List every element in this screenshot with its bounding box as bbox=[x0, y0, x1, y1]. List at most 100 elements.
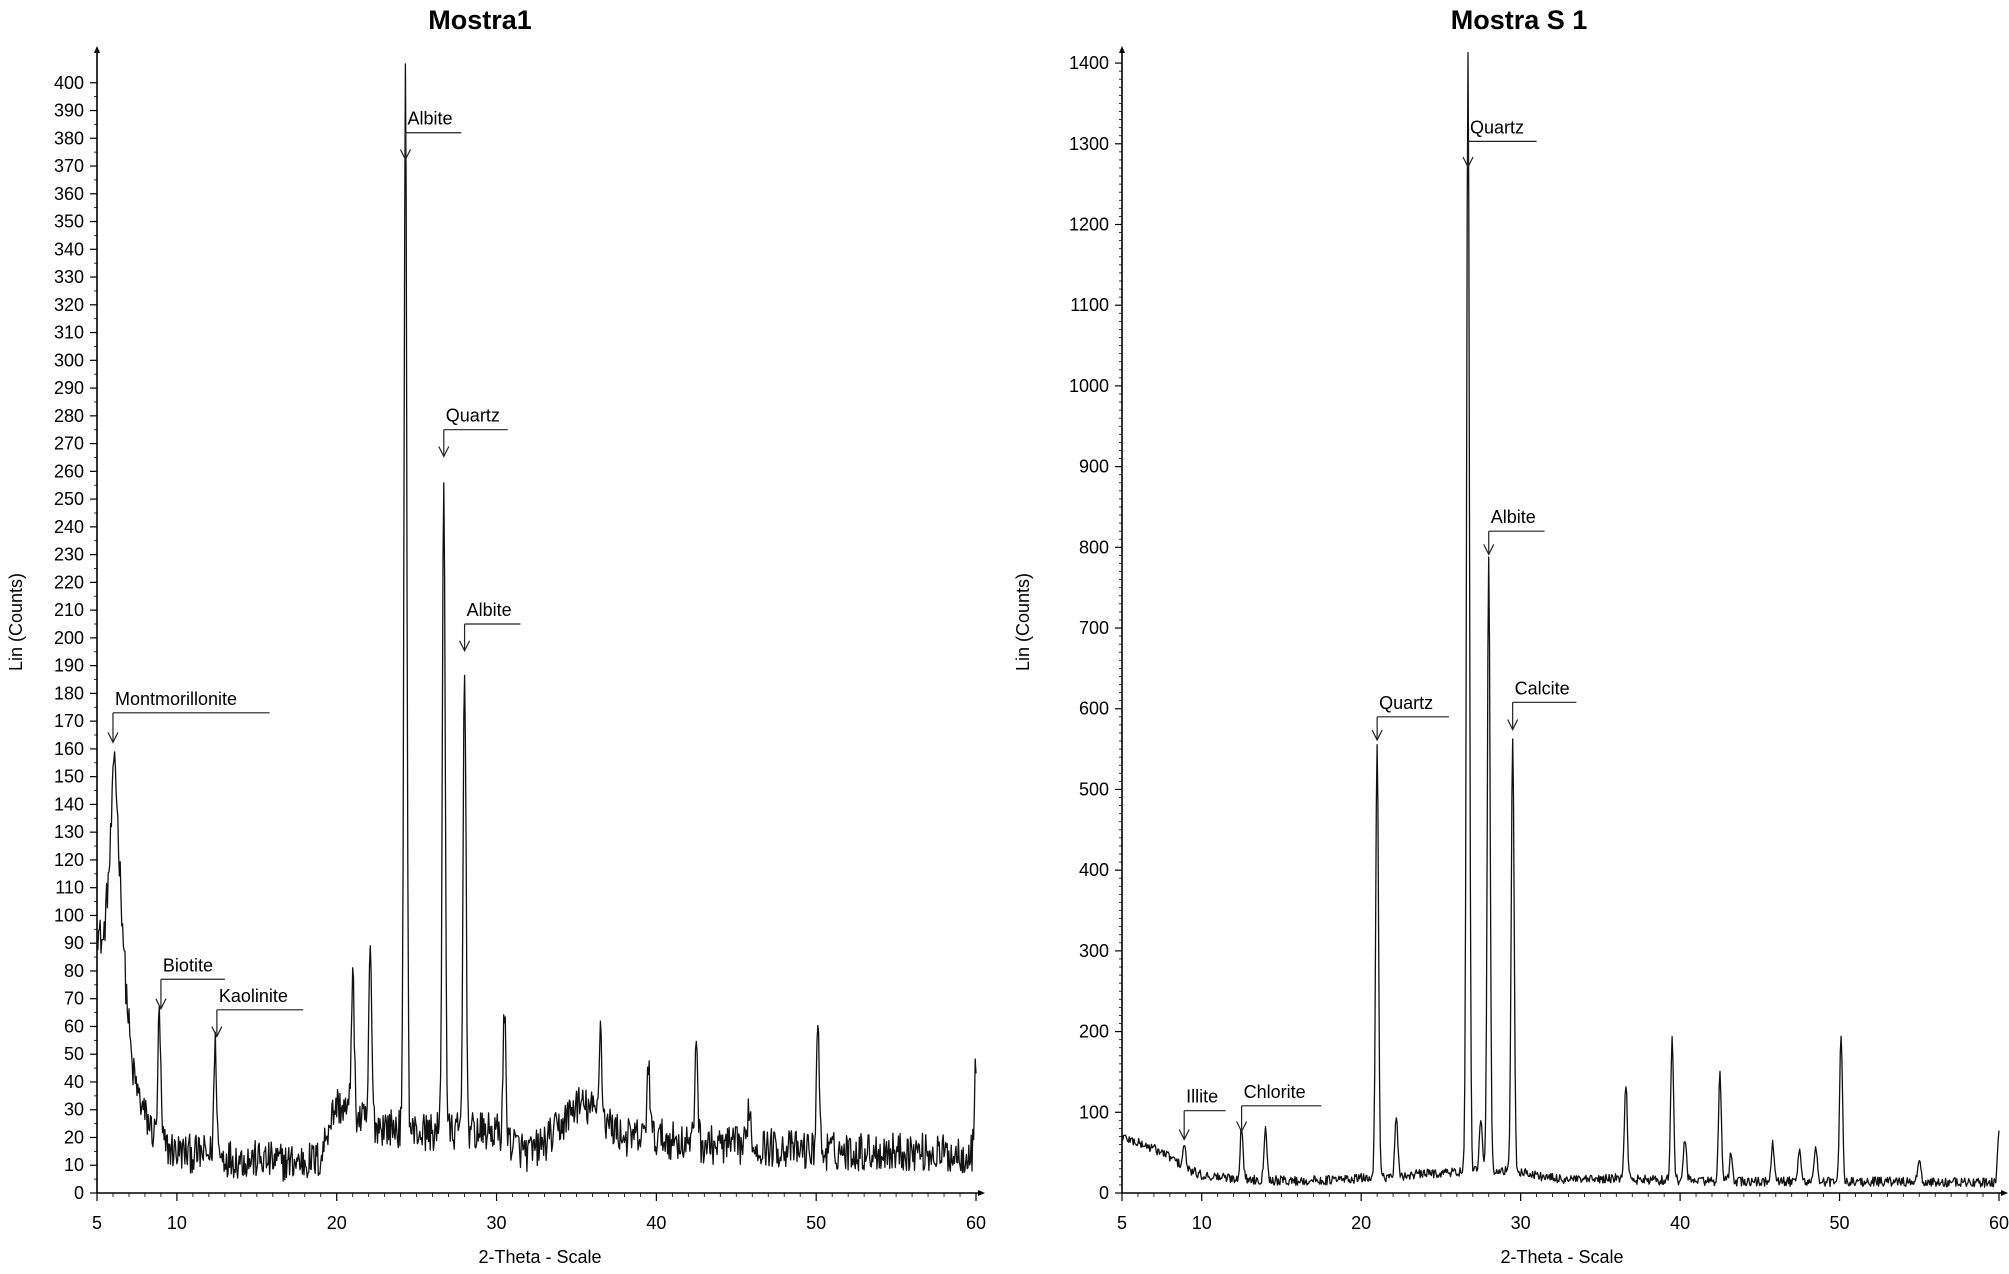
annotation-arrowhead bbox=[1483, 544, 1495, 556]
x-tick-label: 30 bbox=[487, 1213, 507, 1233]
y-tick-label: 1400 bbox=[1069, 53, 1109, 73]
y-tick-label: 50 bbox=[64, 1044, 84, 1064]
y-tick-label: 40 bbox=[64, 1072, 84, 1092]
y-tick-label: 290 bbox=[54, 378, 84, 398]
annotation-arrowhead bbox=[1178, 1129, 1190, 1141]
annotation-arrowhead bbox=[1236, 1121, 1248, 1133]
x-tick-label: 50 bbox=[806, 1213, 826, 1233]
y-axis-arrow bbox=[1119, 46, 1125, 53]
y-tick-label: 330 bbox=[54, 267, 84, 287]
phase-label: Albite bbox=[1491, 507, 1536, 527]
annotation-arrowhead bbox=[459, 640, 471, 653]
y-tick-label: 80 bbox=[64, 961, 84, 981]
y-tick-label: 390 bbox=[54, 101, 84, 121]
y-tick-label: 230 bbox=[54, 545, 84, 565]
y-tick-label: 100 bbox=[54, 905, 84, 925]
x-axis-label: 2-Theta - Scale bbox=[1500, 1247, 1623, 1267]
y-tick-label: 270 bbox=[54, 434, 84, 454]
x-axis-arrow bbox=[978, 1190, 985, 1196]
annotation-arrowhead bbox=[211, 1026, 223, 1038]
y-tick-label: 600 bbox=[1079, 699, 1109, 719]
annotation-arrowhead bbox=[1462, 156, 1474, 169]
y-tick-label: 0 bbox=[74, 1183, 84, 1203]
y-tick-label: 360 bbox=[54, 184, 84, 204]
y-tick-label: 1000 bbox=[1069, 376, 1109, 396]
phase-annotation: Kaolinite bbox=[211, 986, 304, 1038]
phase-annotation: Calcite bbox=[1507, 678, 1577, 731]
y-tick-label: 170 bbox=[54, 711, 84, 731]
annotation-arrowhead bbox=[1371, 729, 1383, 742]
x-tick-label: 20 bbox=[1351, 1213, 1371, 1233]
phase-annotation: Quartz bbox=[1371, 693, 1449, 742]
y-tick-label: 120 bbox=[54, 850, 84, 870]
x-axis-label: 2-Theta - Scale bbox=[478, 1247, 601, 1267]
y-tick-label: 200 bbox=[54, 628, 84, 648]
phase-label: Albite bbox=[407, 109, 452, 129]
y-tick-label: 310 bbox=[54, 323, 84, 343]
phase-annotation: Quartz bbox=[1462, 117, 1537, 169]
y-tick-label: 10 bbox=[64, 1155, 84, 1175]
x-tick-label: 10 bbox=[167, 1213, 187, 1233]
y-tick-label: 180 bbox=[54, 683, 84, 703]
diffraction-trace bbox=[1121, 51, 2000, 1188]
y-tick-label: 100 bbox=[1079, 1102, 1109, 1122]
chart-panel-mostra-s1: Mostra S 1 2-Theta - Scale Lin (Counts) … bbox=[1013, 5, 2009, 1267]
chart-title: Mostra S 1 bbox=[1451, 5, 1588, 35]
y-tick-label: 240 bbox=[54, 517, 84, 537]
phase-label: Calcite bbox=[1515, 678, 1570, 698]
chart-title: Mostra1 bbox=[428, 5, 532, 35]
phase-label: Montmorillonite bbox=[115, 689, 237, 709]
phase-annotation: Quartz bbox=[438, 406, 508, 458]
y-tick-label: 300 bbox=[1079, 941, 1109, 961]
phase-annotation: Montmorillonite bbox=[107, 689, 270, 744]
y-tick-label: 300 bbox=[54, 350, 84, 370]
phase-label: Quartz bbox=[1470, 117, 1524, 137]
y-tick-label: 1200 bbox=[1069, 214, 1109, 234]
y-tick-label: 1300 bbox=[1069, 134, 1109, 154]
phase-annotation: Albite bbox=[399, 109, 462, 161]
x-tick-label: 60 bbox=[966, 1213, 986, 1233]
y-tick-label: 380 bbox=[54, 128, 84, 148]
phase-annotation: Chlorite bbox=[1236, 1082, 1322, 1133]
x-tick-label: 5 bbox=[1117, 1213, 1127, 1233]
phase-label: Kaolinite bbox=[219, 986, 288, 1006]
phase-label: Chlorite bbox=[1244, 1082, 1306, 1102]
x-tick-label: 60 bbox=[1989, 1213, 2009, 1233]
annotation-arrowhead bbox=[107, 732, 119, 744]
y-tick-label: 280 bbox=[54, 406, 84, 426]
y-tick-label: 140 bbox=[54, 794, 84, 814]
y-axis-label: Lin (Counts) bbox=[1013, 573, 1033, 671]
y-tick-label: 400 bbox=[1079, 860, 1109, 880]
y-tick-label: 60 bbox=[64, 1016, 84, 1036]
diffraction-trace bbox=[96, 63, 977, 1182]
y-tick-label: 20 bbox=[64, 1127, 84, 1147]
y-tick-label: 260 bbox=[54, 461, 84, 481]
x-tick-label: 50 bbox=[1830, 1213, 1850, 1233]
x-tick-label: 30 bbox=[1511, 1213, 1531, 1233]
phase-label: Illite bbox=[1186, 1087, 1218, 1107]
phase-label: Albite bbox=[467, 600, 512, 620]
chart-panel-mostra1: Mostra1 2-Theta - Scale Lin (Counts) 0 10… bbox=[6, 5, 986, 1267]
x-axis-arrow bbox=[2001, 1190, 2008, 1196]
y-tick-label: 400 bbox=[54, 73, 84, 93]
annotation-arrowhead bbox=[155, 998, 167, 1011]
y-tick-label: 220 bbox=[54, 572, 84, 592]
y-tick-label: 340 bbox=[54, 239, 84, 259]
y-tick-label: 350 bbox=[54, 212, 84, 232]
annotation-arrowhead bbox=[438, 446, 450, 458]
y-tick-label: 1100 bbox=[1070, 295, 1109, 315]
y-tick-label: 210 bbox=[54, 600, 84, 620]
x-tick-label: 40 bbox=[1670, 1213, 1690, 1233]
phase-annotation: Albite bbox=[1483, 507, 1545, 556]
y-tick-label: 130 bbox=[54, 822, 84, 842]
annotation-arrowhead bbox=[1507, 719, 1519, 731]
y-axis-label: Lin (Counts) bbox=[6, 573, 26, 671]
y-tick-label: 0 bbox=[1099, 1183, 1109, 1203]
x-tick-label: 5 bbox=[92, 1213, 102, 1233]
y-tick-label: 700 bbox=[1079, 618, 1109, 638]
y-tick-label: 320 bbox=[54, 295, 84, 315]
y-tick-label: 500 bbox=[1079, 779, 1109, 799]
phase-annotation: Biotite bbox=[155, 955, 225, 1011]
